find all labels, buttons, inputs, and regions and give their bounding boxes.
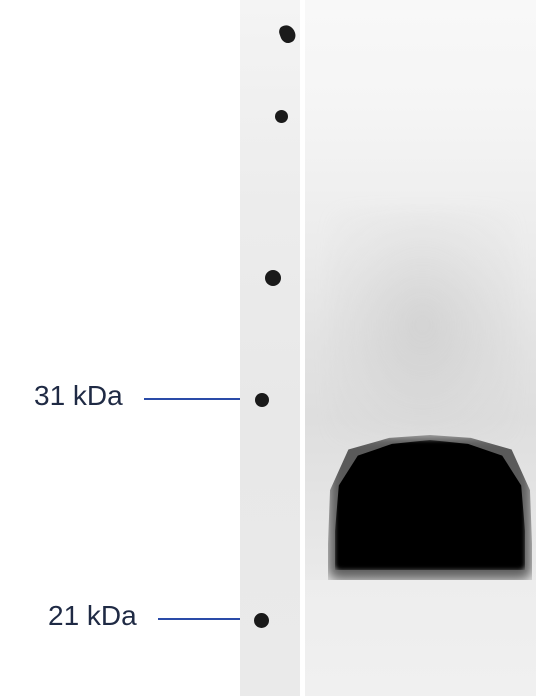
smear-region bbox=[330, 210, 515, 440]
ladder-lane bbox=[240, 0, 300, 696]
ladder-band-3 bbox=[255, 393, 269, 407]
ladder-band-4 bbox=[254, 613, 269, 628]
ladder-band-2 bbox=[265, 270, 281, 286]
leader-line-31 bbox=[144, 398, 242, 400]
leader-line-21 bbox=[158, 618, 244, 620]
mw-label-21: 21 kDa bbox=[48, 600, 137, 632]
gel-area bbox=[240, 0, 536, 696]
mw-label-31: 31 kDa bbox=[34, 380, 123, 412]
ladder-band-1 bbox=[275, 110, 288, 123]
main-protein-band bbox=[335, 440, 525, 570]
lane-bottom-overlay bbox=[305, 580, 536, 696]
blot-container: 31 kDa 21 kDa bbox=[0, 0, 536, 696]
